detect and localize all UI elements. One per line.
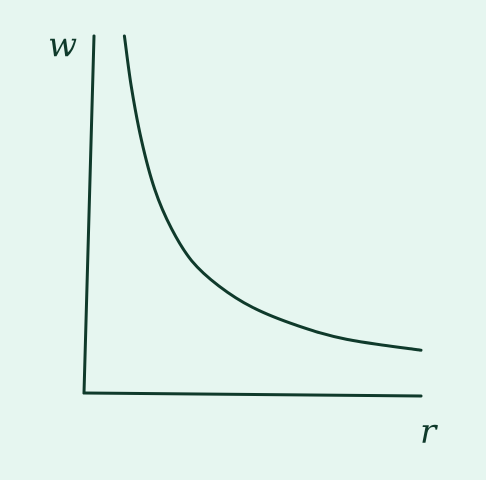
- y-axis: [82, 34, 96, 395]
- series-curve: [122, 34, 423, 352]
- x-axis: [82, 391, 423, 398]
- x-axis-label: r: [420, 412, 438, 452]
- y-axis-label: w: [48, 25, 77, 65]
